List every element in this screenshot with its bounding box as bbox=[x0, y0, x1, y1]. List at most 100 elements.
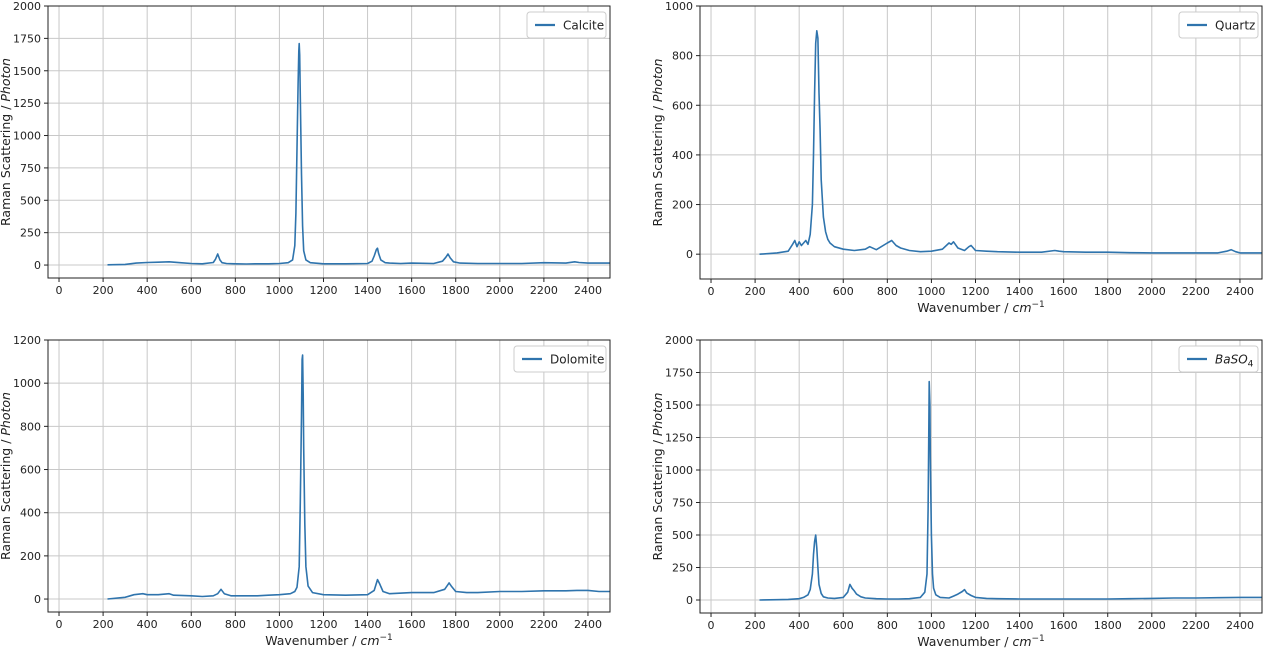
y-tick-label: 1000 bbox=[13, 130, 41, 143]
x-tick-label: 1000 bbox=[265, 284, 293, 297]
x-tick-label: 2200 bbox=[530, 284, 558, 297]
x-axis-label: Wavenumber / cm−1 bbox=[265, 633, 393, 648]
legend-label: Calcite bbox=[563, 19, 604, 33]
y-tick-label: 0 bbox=[34, 259, 41, 272]
y-tick-label: 800 bbox=[20, 420, 41, 433]
y-tick-label: 200 bbox=[20, 550, 41, 563]
y-tick-label: 1750 bbox=[13, 32, 41, 45]
x-tick-label: 2400 bbox=[574, 618, 602, 631]
y-axis-label: Raman Scattering / Photon bbox=[650, 58, 665, 226]
y-tick-label: 1250 bbox=[665, 432, 693, 445]
y-tick-label: 2000 bbox=[665, 334, 693, 347]
x-tick-label: 200 bbox=[93, 618, 114, 631]
y-tick-label: 500 bbox=[20, 194, 41, 207]
legend-box bbox=[1178, 11, 1259, 39]
x-tick-label: 1000 bbox=[917, 619, 945, 632]
chart-panel-3: 0 200 400 600 800 1000 1200 1400 1600 1800 2000 220… bbox=[0, 334, 611, 648]
y-tick-label: 250 bbox=[20, 227, 41, 240]
x-tick-label: 1200 bbox=[961, 285, 989, 298]
x-tick-label: 600 bbox=[833, 619, 854, 632]
legend-label: Dolomite bbox=[550, 353, 604, 367]
legend-box bbox=[1178, 345, 1259, 373]
x-tick-label: 800 bbox=[225, 284, 246, 297]
x-tick-label: 200 bbox=[745, 285, 766, 298]
y-axis-label: Raman Scattering / Photon bbox=[650, 392, 665, 560]
x-tick-label: 800 bbox=[877, 619, 898, 632]
y-tick-label: 400 bbox=[672, 149, 693, 162]
x-tick-label: 200 bbox=[93, 284, 114, 297]
x-tick-label: 1600 bbox=[398, 618, 426, 631]
x-tick-label: 2000 bbox=[486, 618, 514, 631]
x-tick-label: 1800 bbox=[442, 284, 470, 297]
x-tick-label: 400 bbox=[789, 619, 810, 632]
x-axis-label: Wavenumber / cm−1 bbox=[917, 300, 1045, 315]
series-line-baso bbox=[759, 380, 1262, 601]
y-tick-label: 0 bbox=[686, 248, 693, 261]
x-tick-label: 1000 bbox=[917, 285, 945, 298]
y-tick-label: 1750 bbox=[665, 367, 693, 380]
x-tick-label: 400 bbox=[137, 618, 158, 631]
x-tick-label: 2400 bbox=[1226, 619, 1254, 632]
x-tick-label: 800 bbox=[225, 618, 246, 631]
y-tick-label: 750 bbox=[20, 162, 41, 175]
y-tick-label: 1500 bbox=[13, 65, 41, 78]
y-tick-label: 750 bbox=[672, 497, 693, 510]
series-line-calcite bbox=[107, 42, 610, 266]
y-tick-label: 250 bbox=[672, 562, 693, 575]
x-tick-label: 600 bbox=[833, 285, 854, 298]
x-tick-label: 1800 bbox=[1094, 285, 1122, 298]
y-tick-label: 1000 bbox=[13, 377, 41, 390]
y-tick-label: 1250 bbox=[13, 97, 41, 110]
series-line-quartz bbox=[759, 29, 1262, 255]
x-tick-label: 0 bbox=[56, 284, 63, 297]
y-tick-label: 1500 bbox=[665, 399, 693, 412]
x-tick-label: 1000 bbox=[265, 618, 293, 631]
x-tick-label: 1600 bbox=[1050, 619, 1078, 632]
chart-panel-1: 0 200 400 600 800 1000 1200 1400 1600 1800 2000 220… bbox=[0, 0, 611, 297]
legend-label: Quartz bbox=[1215, 19, 1255, 33]
y-tick-label: 500 bbox=[672, 529, 693, 542]
x-tick-label: 1400 bbox=[1006, 619, 1034, 632]
chart-panel-4: 0 200 400 600 800 1000 1200 1400 1600 1800 2000 220… bbox=[650, 334, 1263, 649]
x-tick-label: 2200 bbox=[1182, 619, 1210, 632]
x-tick-label: 1400 bbox=[354, 618, 382, 631]
legend-box bbox=[513, 345, 607, 373]
y-tick-label: 800 bbox=[672, 50, 693, 63]
x-tick-label: 2000 bbox=[486, 284, 514, 297]
x-tick-label: 400 bbox=[137, 284, 158, 297]
plot-frame bbox=[47, 5, 611, 279]
x-tick-label: 2000 bbox=[1138, 619, 1166, 632]
legend-label: BaSO4 bbox=[1215, 353, 1254, 370]
x-tick-label: 2400 bbox=[574, 284, 602, 297]
series-line-dolomite bbox=[107, 354, 610, 600]
y-tick-label: 1000 bbox=[665, 0, 693, 13]
x-tick-label: 0 bbox=[708, 619, 715, 632]
y-tick-label: 1200 bbox=[13, 334, 41, 347]
x-tick-label: 1400 bbox=[1006, 285, 1034, 298]
x-tick-label: 1200 bbox=[309, 618, 337, 631]
x-tick-label: 1400 bbox=[354, 284, 382, 297]
plot-frame bbox=[47, 339, 611, 613]
x-tick-label: 200 bbox=[745, 619, 766, 632]
x-tick-label: 1200 bbox=[309, 284, 337, 297]
y-tick-label: 400 bbox=[20, 507, 41, 520]
y-axis-label: Raman Scattering / Photon bbox=[0, 58, 13, 226]
y-axis-label: Raman Scattering / Photon bbox=[0, 392, 13, 560]
y-tick-label: 0 bbox=[686, 594, 693, 607]
x-tick-label: 0 bbox=[56, 618, 63, 631]
x-tick-label: 600 bbox=[181, 284, 202, 297]
x-tick-label: 0 bbox=[708, 285, 715, 298]
x-tick-label: 800 bbox=[877, 285, 898, 298]
y-tick-label: 200 bbox=[672, 199, 693, 212]
x-axis-label: Wavenumber / cm−1 bbox=[917, 634, 1045, 649]
x-tick-label: 1600 bbox=[398, 284, 426, 297]
x-tick-label: 400 bbox=[789, 285, 810, 298]
x-tick-label: 2200 bbox=[1182, 285, 1210, 298]
chart-panel-2: 0 200 400 600 800 1000 1200 1400 1600 1800 2000 220… bbox=[650, 0, 1263, 315]
y-tick-label: 1000 bbox=[665, 464, 693, 477]
x-tick-label: 2200 bbox=[530, 618, 558, 631]
x-tick-label: 1200 bbox=[961, 619, 989, 632]
legend-box bbox=[526, 11, 607, 39]
plot-frame bbox=[699, 339, 1263, 614]
